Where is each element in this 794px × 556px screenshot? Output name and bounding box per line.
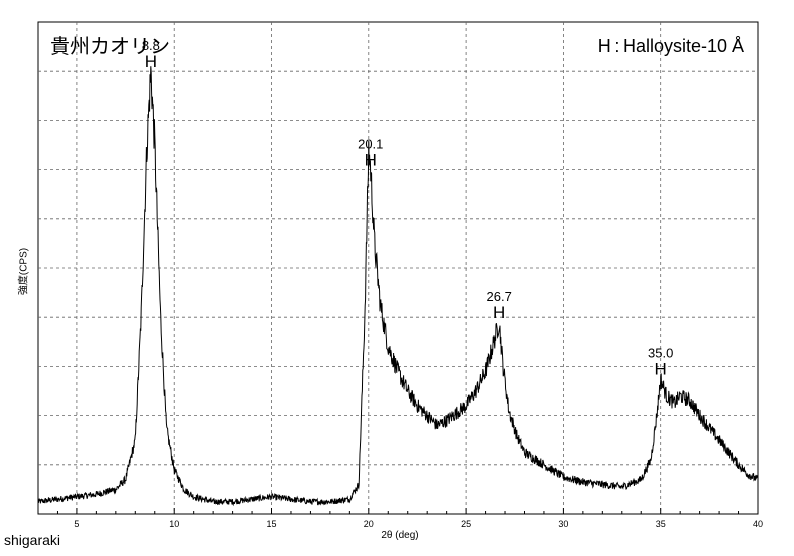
grid [38, 22, 758, 514]
peak-value-label: 26.7 [487, 289, 512, 304]
y-axis-label: 強度(CPS) [18, 247, 30, 296]
peak-value-label: 20.1 [358, 137, 383, 152]
peak-value-label: 8.8 [142, 38, 160, 53]
peak-marker-h: H [365, 151, 377, 170]
x-tick-label: 25 [461, 519, 471, 529]
x-tick-label: 40 [753, 519, 763, 529]
footer-label: shigaraki [4, 532, 61, 548]
legend-text: H : Halloysite-10 Å [597, 36, 744, 56]
peak-marker-h: H [655, 360, 667, 379]
x-tick-label: 30 [558, 519, 568, 529]
x-axis-label: 2θ (deg) [381, 530, 419, 541]
x-tick-label: 10 [169, 519, 179, 529]
x-tick-label: 5 [74, 519, 79, 529]
diffraction-line [37, 66, 759, 507]
x-tick-label: 15 [267, 519, 277, 529]
x-tick-label: 20 [364, 519, 374, 529]
peak-value-label: 35.0 [648, 346, 673, 361]
chart-title: 貴州カオリン [50, 34, 170, 58]
x-axis: 5 10 15 20 25 30 35 40 [37, 508, 763, 529]
peak-marker-h: H [145, 52, 157, 71]
peak-marker-h: H [493, 303, 505, 322]
x-tick-label: 35 [656, 519, 666, 529]
